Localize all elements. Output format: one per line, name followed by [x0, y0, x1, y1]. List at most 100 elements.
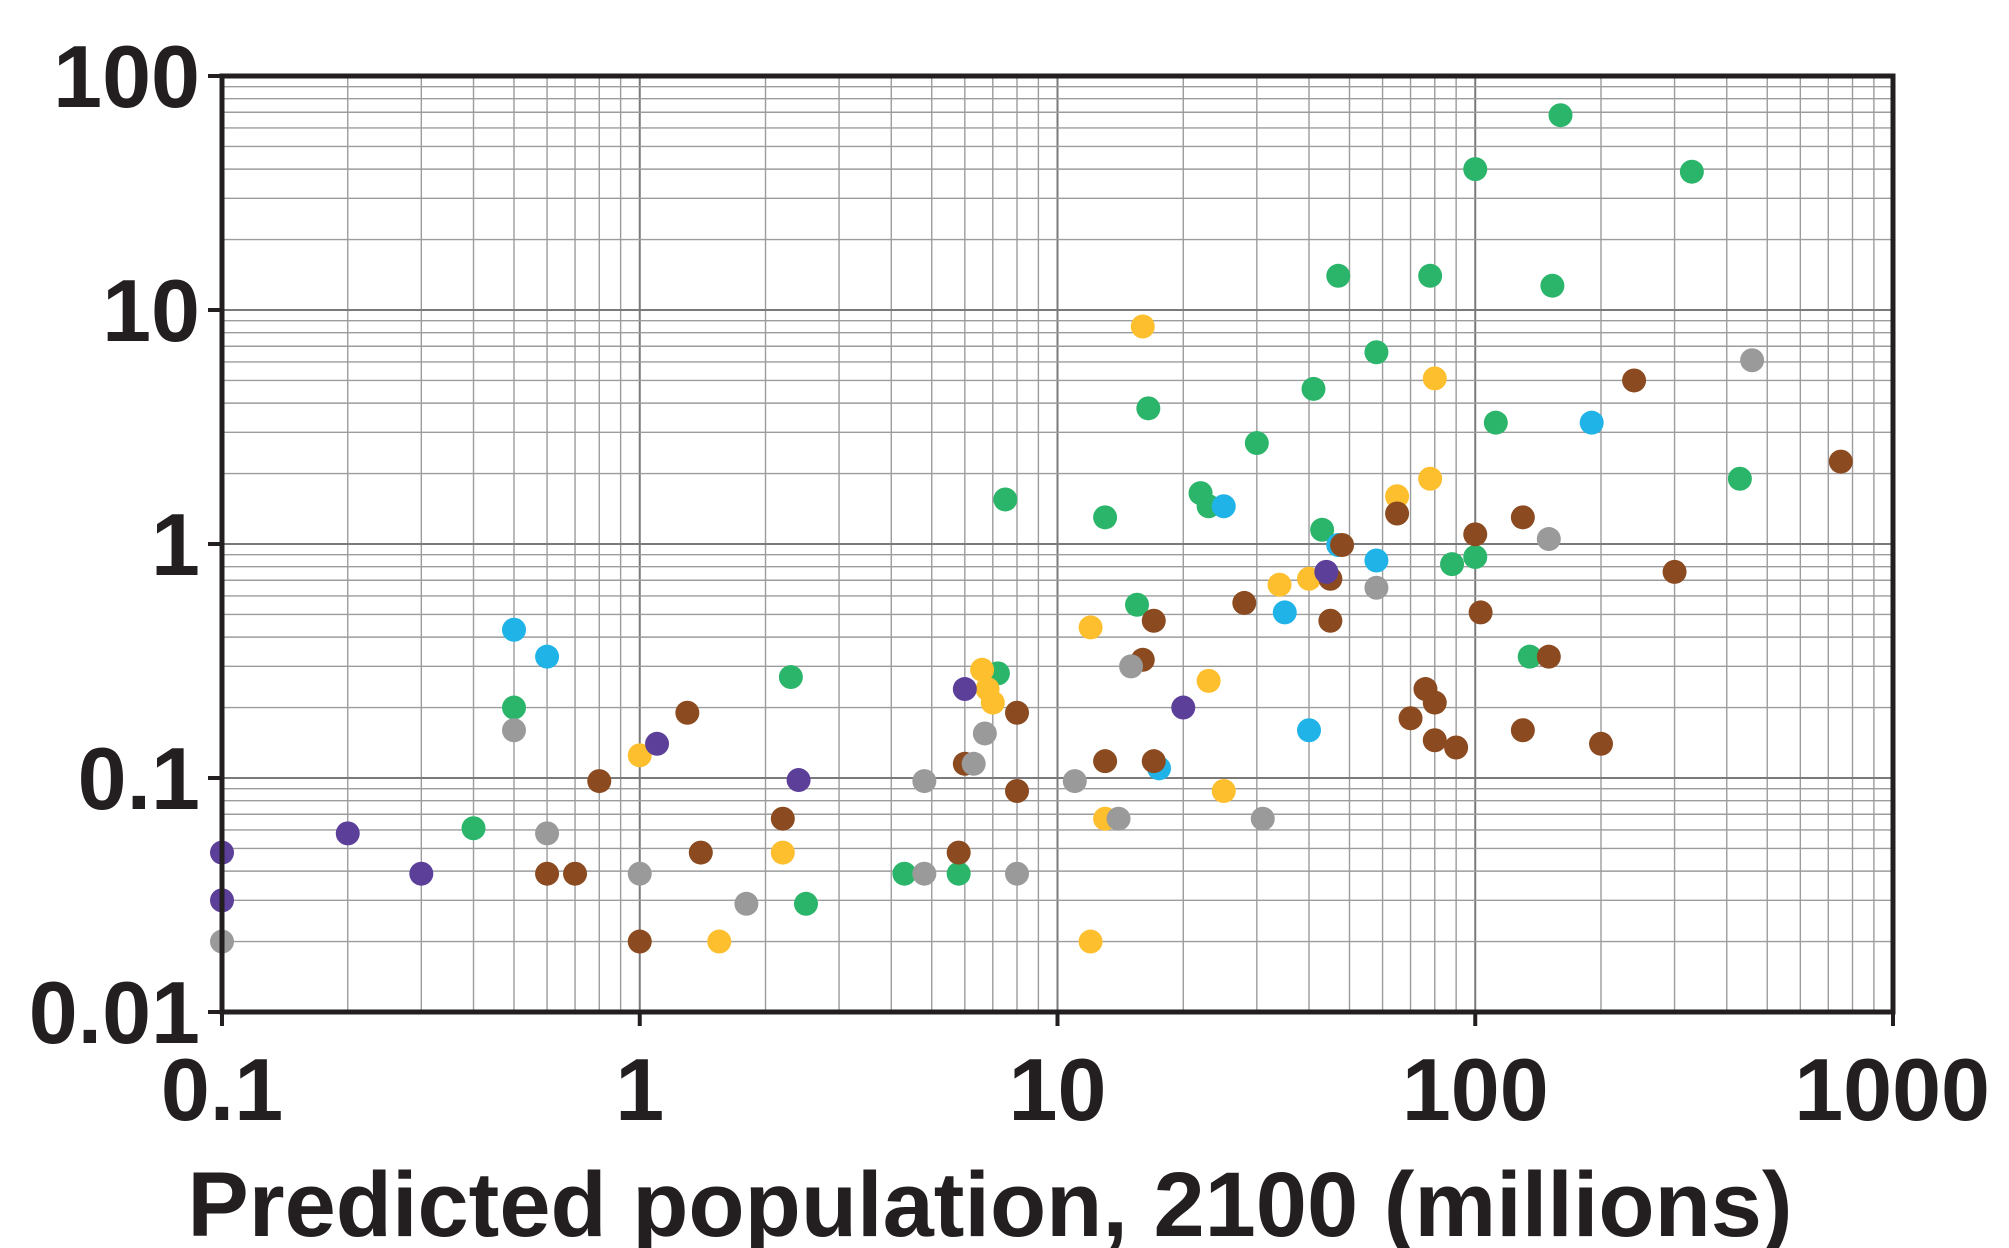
- data-point-green: [1093, 505, 1118, 530]
- data-point-blue: [535, 644, 560, 669]
- data-point-green: [1540, 273, 1565, 298]
- data-point-green: [501, 695, 526, 720]
- data-point-brown: [1422, 690, 1447, 715]
- data-point-green: [1440, 552, 1465, 577]
- data-point-brown: [1589, 731, 1614, 756]
- data-point-green: [1727, 466, 1752, 491]
- data-point-brown: [946, 840, 971, 865]
- data-point-blue: [1211, 494, 1236, 519]
- data-point-green: [1463, 544, 1488, 569]
- data-point-yellow: [1078, 615, 1103, 640]
- data-point-brown: [688, 840, 713, 865]
- data-point-green: [778, 665, 803, 690]
- data-point-brown: [1330, 533, 1355, 558]
- data-point-gray: [1106, 806, 1131, 831]
- data-point-yellow: [1418, 466, 1443, 491]
- data-point-gray: [535, 821, 560, 846]
- data-point-yellow: [627, 743, 652, 768]
- data-point-brown: [1141, 608, 1166, 633]
- data-point-gray: [1062, 769, 1087, 794]
- data-point-green: [993, 487, 1018, 512]
- x-tick-label: 100: [1402, 1040, 1549, 1139]
- y-tick-label: 100: [53, 27, 200, 126]
- data-point-gray: [627, 861, 652, 886]
- data-point-brown: [1318, 608, 1343, 633]
- data-point-yellow: [1211, 778, 1236, 803]
- data-point-green: [1136, 396, 1161, 421]
- data-point-brown: [1385, 501, 1410, 526]
- data-point-brown: [535, 861, 560, 886]
- data-point-yellow: [1385, 484, 1410, 509]
- y-tick-label: 1: [151, 495, 200, 594]
- data-point-yellow: [770, 840, 795, 865]
- data-point-brown: [1463, 522, 1488, 547]
- data-point-gray: [734, 891, 759, 916]
- data-point-purple: [409, 861, 434, 886]
- data-point-brown: [1468, 600, 1493, 625]
- data-point-green: [1483, 410, 1508, 435]
- data-point-brown: [1536, 644, 1561, 669]
- x-tick-label: 1: [615, 1040, 664, 1139]
- data-point-purple: [786, 768, 811, 793]
- data-point-gray: [912, 861, 937, 886]
- y-tick-label: 10: [102, 261, 200, 360]
- data-point-blue: [1364, 548, 1389, 573]
- data-point-brown: [627, 929, 652, 954]
- data-point-brown: [1093, 749, 1118, 774]
- data-point-brown: [1444, 735, 1469, 760]
- data-point-yellow: [1267, 572, 1292, 597]
- data-point-gray: [1005, 861, 1030, 886]
- data-point-gray: [972, 721, 997, 746]
- data-point-yellow: [970, 657, 995, 682]
- data-point-blue: [1297, 718, 1322, 743]
- x-tick-labels: 0.1 1 10 100 1000: [161, 1040, 1990, 1139]
- data-point-green: [946, 861, 971, 886]
- data-point-purple: [1314, 559, 1339, 584]
- data-point-brown: [1662, 559, 1687, 584]
- data-point-brown: [1141, 749, 1166, 774]
- data-point-brown: [1005, 700, 1030, 725]
- data-point-green: [1326, 263, 1351, 288]
- data-point-purple: [335, 821, 360, 846]
- data-point-green: [1548, 103, 1573, 128]
- data-point-green: [892, 861, 917, 886]
- data-point-yellow: [1078, 929, 1103, 954]
- data-point-gray: [912, 769, 937, 794]
- data-point-brown: [1828, 449, 1853, 474]
- data-point-green: [461, 816, 486, 841]
- data-points: [210, 103, 1853, 954]
- data-point-blue: [1579, 410, 1604, 435]
- data-point-brown: [587, 769, 612, 794]
- data-point-yellow: [1130, 314, 1155, 339]
- y-tick-label: 0.01: [29, 963, 200, 1062]
- data-point-gray: [1250, 806, 1275, 831]
- data-point-gray: [961, 751, 986, 776]
- data-point-purple: [952, 677, 977, 702]
- data-point-green: [1463, 157, 1488, 182]
- data-point-brown: [1005, 778, 1030, 803]
- data-point-green: [1418, 263, 1443, 288]
- data-point-green: [1301, 376, 1326, 401]
- data-point-yellow: [707, 929, 732, 954]
- data-point-yellow: [1422, 366, 1447, 391]
- data-point-blue: [1272, 600, 1297, 625]
- data-point-gray: [1740, 348, 1765, 373]
- x-axis-title: Predicted population, 2100 (millions): [187, 1154, 1792, 1248]
- data-point-brown: [1622, 368, 1647, 393]
- x-tick-label: 0.1: [161, 1040, 283, 1139]
- data-point-green: [1364, 340, 1389, 365]
- data-point-purple: [1171, 695, 1196, 720]
- x-tick-label: 10: [1009, 1040, 1107, 1139]
- data-point-brown: [1398, 706, 1423, 731]
- grid-lines: [221, 76, 1893, 1013]
- y-tick-labels: 0.01 0.1 1 10 100: [29, 27, 200, 1062]
- y-tick-label: 0.1: [78, 729, 200, 828]
- data-point-blue: [501, 617, 526, 642]
- data-point-green: [1679, 159, 1704, 184]
- data-point-green: [1517, 644, 1542, 669]
- data-point-brown: [563, 861, 588, 886]
- data-point-brown: [770, 806, 795, 831]
- data-point-gray: [1536, 527, 1561, 552]
